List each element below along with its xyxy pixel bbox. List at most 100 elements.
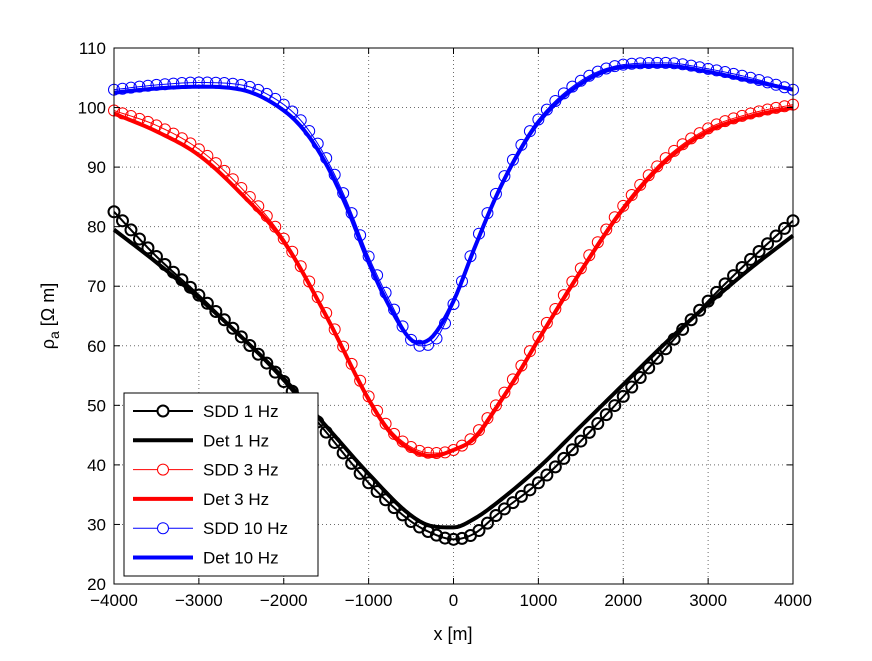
marker-sdd-1-hz (667, 332, 681, 346)
marker-sdd-1-hz (710, 285, 724, 299)
marker-sdd-10-hz (736, 69, 749, 82)
marker-sdd-3-hz (354, 374, 367, 387)
marker-sdd-10-hz (727, 67, 740, 80)
marker-sdd-10-hz (676, 58, 689, 71)
legend-label-sdd-1-hz: SDD 1 Hz (203, 402, 279, 421)
marker-sdd-1-hz (693, 303, 707, 317)
marker-sdd-3-hz (269, 220, 282, 233)
marker-sdd-1-hz (370, 485, 384, 498)
marker-sdd-3-hz (625, 189, 638, 202)
marker-sdd-10-hz (702, 62, 715, 75)
x-tick-label: −2000 (260, 591, 308, 610)
marker-sdd-10-hz (472, 227, 485, 240)
x-axis-label: x [m] (434, 624, 473, 644)
marker-sdd-1-hz (761, 237, 775, 251)
marker-sdd-10-hz (693, 61, 706, 74)
marker-sdd-1-hz (251, 347, 265, 361)
marker-sdd-1-hz (718, 277, 732, 291)
marker-sdd-3-hz (328, 323, 341, 336)
marker-sdd-10-hz (175, 77, 188, 90)
marker-sdd-10-hz (481, 207, 494, 220)
marker-sdd-3-hz (668, 144, 681, 157)
y-tick-label: 40 (87, 456, 106, 475)
marker-sdd-10-hz (523, 125, 536, 138)
marker-sdd-3-hz (311, 291, 324, 304)
marker-sdd-1-hz (438, 531, 452, 545)
marker-sdd-3-hz (566, 275, 579, 288)
marker-sdd-10-hz (566, 80, 579, 93)
tick-labels: −4000 −3000 −2000 −1000 0 1000 2000 3000 4000 20 3… (78, 39, 812, 610)
marker-sdd-1-hz (497, 502, 511, 516)
marker-sdd-3-hz (201, 149, 214, 162)
marker-sdd-3-hz (549, 302, 562, 315)
marker-sdd-3-hz (422, 446, 435, 459)
marker-sdd-10-hz (489, 187, 502, 200)
x-tick-label: −4000 (90, 591, 138, 610)
marker-sdd-1-hz (234, 330, 248, 344)
marker-sdd-1-hz (243, 338, 257, 352)
marker-sdd-1-hz (523, 483, 537, 497)
x-tick-label: 2000 (604, 591, 642, 610)
marker-sdd-10-hz (464, 250, 477, 263)
marker-sdd-3-hz (583, 249, 596, 262)
marker-sdd-10-hz (498, 170, 511, 183)
marker-sdd-1-hz (192, 288, 206, 302)
legend-label-det-1-hz: Det 1 Hz (203, 431, 269, 450)
marker-sdd-3-hz (736, 109, 749, 122)
marker-sdd-3-hz (659, 152, 672, 165)
marker-sdd-1-hz (115, 214, 129, 228)
marker-sdd-10-hz (133, 80, 146, 93)
marker-sdd-1-hz (336, 446, 350, 460)
marker-sdd-1-hz (540, 468, 554, 482)
marker-sdd-10-hz (430, 332, 443, 345)
marker-sdd-10-hz (354, 229, 367, 242)
marker-sdd-10-hz (328, 168, 341, 181)
marker-sdd-3-hz (345, 357, 358, 370)
y-axis-label-unit: [Ω m] (38, 283, 58, 331)
marker-sdd-10-hz (422, 338, 435, 351)
marker-sdd-3-hz (617, 199, 630, 212)
marker-sdd-3-hz (124, 110, 137, 123)
marker-sdd-3-hz (574, 262, 587, 275)
marker-sdd-3-hz (455, 439, 468, 452)
marker-sdd-3-hz (540, 316, 553, 329)
marker-sdd-1-hz (642, 361, 656, 375)
marker-sdd-10-hz (116, 82, 129, 95)
marker-sdd-10-hz (226, 77, 239, 90)
series-markers (107, 56, 800, 546)
marker-sdd-10-hz (371, 269, 384, 282)
y-tick-label: 110 (79, 39, 106, 58)
marker-sdd-3-hz (430, 446, 443, 459)
marker-sdd-3-hz (719, 115, 732, 128)
marker-sdd-3-hz (439, 446, 452, 459)
marker-sdd-1-hz (472, 524, 486, 538)
marker-sdd-1-hz (565, 443, 579, 457)
marker-sdd-1-hz (582, 425, 596, 439)
marker-sdd-3-hz (778, 100, 791, 113)
marker-sdd-3-hz (753, 105, 766, 118)
marker-sdd-1-hz (183, 280, 197, 294)
marker-sdd-1-hz (735, 260, 749, 274)
marker-sdd-3-hz (770, 101, 783, 114)
marker-sdd-3-hz (634, 178, 647, 191)
y-axis-label-main: ρ (38, 339, 58, 349)
marker-sdd-10-hz (549, 94, 562, 107)
marker-sdd-10-hz (243, 80, 256, 93)
y-tick-label: 70 (87, 277, 106, 296)
marker-sdd-3-hz (498, 386, 511, 399)
marker-sdd-1-hz (158, 258, 172, 272)
marker-sdd-3-hz (337, 340, 350, 353)
marker-sdd-3-hz (362, 390, 375, 403)
marker-sdd-10-hz (642, 57, 655, 69)
marker-sdd-1-hz (599, 408, 613, 422)
marker-sdd-3-hz (727, 112, 740, 125)
marker-sdd-10-hz (770, 78, 783, 91)
grid (114, 48, 793, 584)
marker-sdd-3-hz (557, 289, 570, 302)
x-tick-label: 1000 (519, 591, 557, 610)
marker-sdd-3-hz (235, 181, 248, 194)
marker-sdd-10-hz (167, 77, 180, 90)
marker-sdd-3-hz (303, 275, 316, 288)
marker-sdd-3-hz (685, 132, 698, 145)
marker-sdd-1-hz (226, 321, 240, 335)
